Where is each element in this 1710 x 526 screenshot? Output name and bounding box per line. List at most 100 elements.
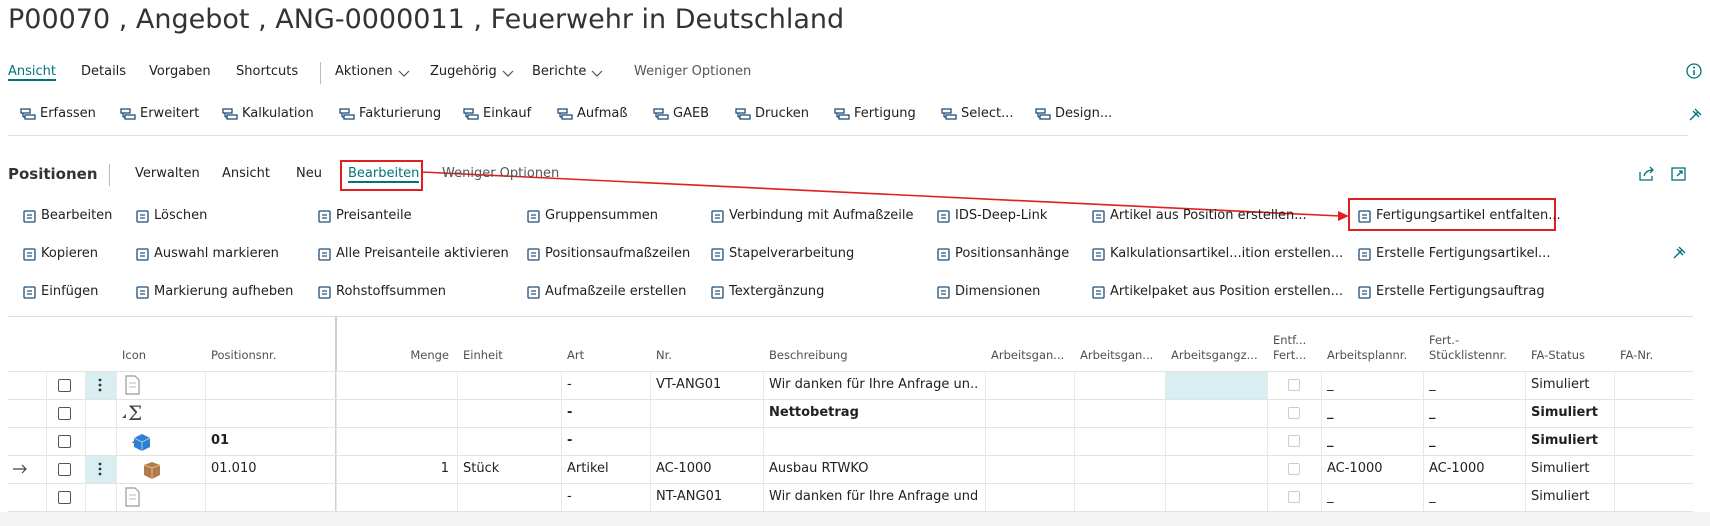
toolbar-icon [557,108,573,120]
column-header: Art [567,348,585,362]
action-button[interactable]: Gruppensummen [545,208,658,223]
table-cell: - [567,433,573,448]
dots-icon [98,462,102,476]
nav-tab[interactable]: Shortcuts [236,64,299,79]
nav-tab[interactable]: Details [81,64,127,79]
toolbar-button[interactable]: Fertigung [854,106,916,121]
toolbar-button[interactable]: Drucken [755,106,810,121]
toolbar-icon [20,108,36,120]
share-icon[interactable] [1638,166,1656,182]
expand-icon[interactable] [1670,166,1688,182]
table-cell: AC-1000 [1429,461,1485,476]
action-button[interactable]: Auswahl markieren [154,246,279,261]
table-cell: - [567,489,572,504]
action-button[interactable]: Preisanteile [336,208,412,223]
toolbar-button[interactable]: Erweitert [140,106,200,121]
cell-border [1165,455,1166,483]
action-button[interactable]: Aufmaßzeile erstellen [545,284,687,299]
toolbar-button[interactable]: Kalkulation [242,106,314,121]
cell-border [650,371,651,399]
toolbar-button[interactable]: Aufmaß [577,106,628,121]
separator [109,164,110,186]
toolbar-button[interactable]: GAEB [673,106,710,121]
row-checkbox[interactable] [58,379,71,392]
toolbar-icon [339,108,355,120]
action-button[interactable]: Erstelle Fertigungsartikel... [1376,246,1551,261]
less-options[interactable]: Weniger Optionen [634,64,752,79]
cell-border [1267,371,1268,399]
nav-menu[interactable]: Berichte [532,64,587,79]
cell-border [1321,371,1322,399]
nav-menu[interactable]: Zugehörig [430,64,497,79]
row-checkbox[interactable] [58,407,71,420]
page-title: P00070 , Angebot , ANG-0000011 , Feuerwe… [8,4,845,35]
nav-tab[interactable]: Ansicht [8,64,57,81]
column-header: Icon [122,348,147,362]
action-button[interactable]: Löschen [154,208,208,223]
action-button[interactable]: Erstelle Fertigungsauftrag [1376,284,1545,299]
row-checkbox[interactable] [58,491,71,504]
less-options[interactable]: Weniger Optionen [442,166,560,181]
action-button[interactable]: Positionsaufmaßzeilen [545,246,691,261]
table-cell: _ [1327,433,1334,448]
current-row-arrow [13,464,27,474]
action-icon [1092,286,1105,299]
action-button[interactable]: Fertigungsartikel entfalten... [1376,208,1561,223]
cell-border [336,371,337,399]
cell-border [1525,483,1526,511]
action-button[interactable]: Positionsanhänge [955,246,1070,261]
chevron-icon [398,70,410,77]
toolbar-button[interactable]: Select... [961,106,1014,121]
cell-border [1525,371,1526,399]
nav-tab[interactable]: Vorgaben [149,64,211,79]
action-button[interactable]: Kalkulationsartikel...ition erstellen... [1110,246,1344,261]
action-button[interactable]: Stapelverarbeitung [729,246,855,261]
action-icon [527,286,540,299]
action-button[interactable]: Alle Preisanteile aktivieren [336,246,509,261]
toolbar-button[interactable]: Einkauf [483,106,532,121]
toolbar-button[interactable]: Fakturierung [359,106,442,121]
cell-border [561,455,562,483]
table-cell: 01 [211,433,230,448]
cell-border [336,455,337,483]
cell-border [46,371,47,399]
section-tab[interactable]: Verwalten [135,166,200,181]
row-checkbox[interactable] [58,463,71,476]
action-icon [1092,248,1105,261]
action-button[interactable]: IDS-Deep-Link [955,208,1048,223]
info-icon[interactable] [1686,63,1702,79]
row-checkbox[interactable] [58,435,71,448]
dots-icon [98,378,102,392]
row-icon [143,462,161,479]
action-button[interactable]: Kopieren [41,246,98,261]
action-button[interactable]: Rohstoffsummen [336,284,446,299]
nav-menu[interactable]: Aktionen [335,64,393,79]
table-cell: Simuliert [1531,433,1598,448]
row-border [8,371,1693,372]
action-button[interactable]: Textergänzung [729,284,825,299]
cell-border [561,483,562,511]
action-button[interactable]: Einfügen [41,284,99,299]
action-button[interactable]: Bearbeiten [41,208,113,223]
action-button[interactable]: Artikel aus Position erstellen... [1110,208,1307,223]
column-header: Arbeitsplannr. [1327,348,1408,362]
arrow-head [1338,211,1349,221]
table-cell: _ [1327,377,1334,392]
pin-icon[interactable] [1670,244,1688,262]
section-tab[interactable]: Bearbeiten [348,166,420,183]
cell-border [1074,483,1075,511]
action-button[interactable]: Markierung aufheben [154,284,294,299]
action-button[interactable]: Artikelpaket aus Position erstellen... [1110,284,1344,299]
cell-border [205,371,206,399]
row-border [8,399,1693,400]
section-tab[interactable]: Neu [296,166,322,181]
cell-border [85,455,86,483]
table-cell: NT-ANG01 [656,489,723,504]
toolbar-button[interactable]: Erfassen [40,106,96,121]
action-button[interactable]: Verbindung mit Aufmaßzeile [729,208,914,223]
toolbar-button[interactable]: Design... [1055,106,1113,121]
pin-icon[interactable] [1686,106,1704,124]
action-button[interactable]: Dimensionen [955,284,1041,299]
section-tab[interactable]: Ansicht [222,166,271,181]
cell-border [1525,399,1526,427]
